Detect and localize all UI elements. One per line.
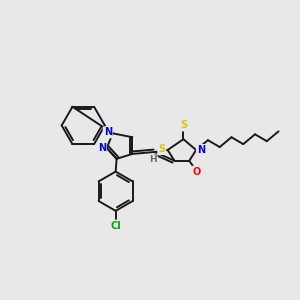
Text: H: H	[149, 155, 157, 164]
Text: S: S	[180, 121, 187, 130]
Text: Cl: Cl	[110, 220, 121, 231]
Text: S: S	[158, 144, 165, 154]
Text: S: S	[180, 121, 187, 130]
Text: N: N	[98, 143, 106, 153]
Text: N: N	[197, 145, 205, 155]
Text: S: S	[158, 144, 165, 154]
Text: N: N	[104, 127, 112, 137]
Text: Cl: Cl	[110, 220, 121, 231]
Text: N: N	[98, 143, 106, 153]
Text: N: N	[197, 145, 205, 155]
Text: O: O	[193, 167, 201, 177]
Text: H: H	[150, 155, 156, 164]
Text: O: O	[193, 167, 201, 177]
Text: N: N	[104, 127, 112, 137]
